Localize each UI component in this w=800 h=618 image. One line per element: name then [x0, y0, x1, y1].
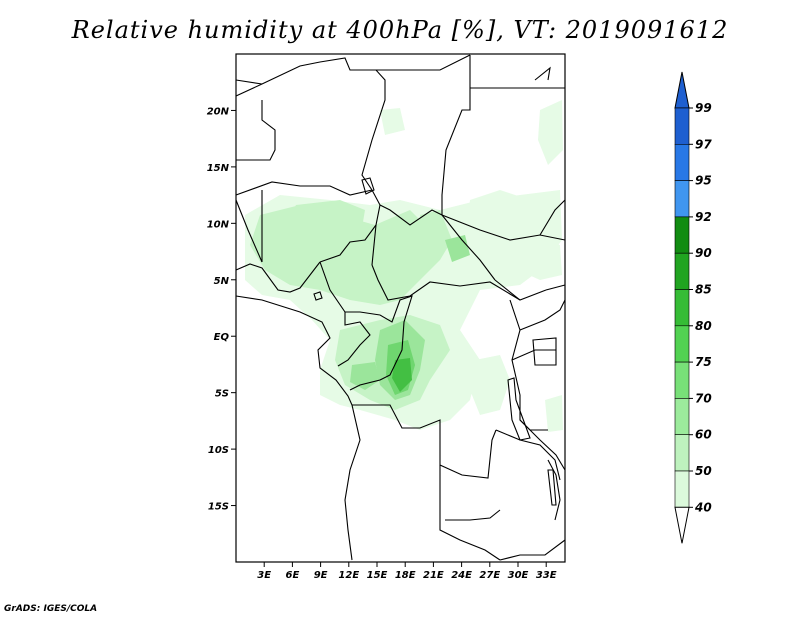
border-west-nigeria [235, 199, 263, 263]
border-red-sea [534, 66, 551, 81]
border-gabon-coast [235, 295, 353, 406]
colorbar-segment-97 [674, 144, 690, 181]
colorbar-label-75: 75 [695, 355, 712, 369]
border-lake-victoria [532, 337, 557, 366]
lat-label-5S: 5S [215, 389, 229, 400]
border-malawi [547, 459, 561, 521]
grads-credit: GrADS: IGES/COLA [4, 604, 98, 614]
border-egypt-sudan [441, 55, 496, 281]
colorbar-segment-90 [674, 252, 690, 290]
lat-label-15S: 15S [208, 502, 229, 513]
colorbar-segment-50 [674, 470, 690, 508]
colorbar-bottom-arrow [674, 506, 690, 544]
lon-label-24E: 24E [451, 570, 472, 581]
humidity-region-12 [380, 108, 405, 135]
border-bioko [313, 291, 323, 301]
colorbar-label-97: 97 [695, 137, 712, 151]
colorbar-label-70: 70 [695, 391, 712, 405]
border-cameroon-car [371, 224, 377, 266]
border-chad-sudan [319, 204, 381, 263]
border-lake-tanganyika [507, 377, 531, 441]
lon-label-3E: 3E [257, 570, 271, 581]
border-ss-drc [494, 279, 521, 301]
lon-label-9E: 9E [314, 570, 328, 581]
map-frame [235, 53, 566, 563]
humidity-region-5 [392, 358, 412, 392]
colorbar-label-60: 60 [695, 428, 712, 442]
colorbar-label-90: 90 [695, 246, 712, 260]
colorbar-segment-80 [674, 325, 690, 363]
lon-label-30E: 30E [508, 570, 529, 581]
border-mozambique [499, 539, 566, 561]
humidity-region-11 [545, 395, 563, 432]
border-cameroon [235, 261, 321, 293]
map-title: Relative humidity at 400hPa [%], VT: 201… [71, 16, 729, 44]
lat-label-5N: 5N [214, 276, 230, 287]
humidity-region-10 [470, 355, 510, 415]
border-uganda-kenya [519, 299, 566, 331]
colorbar-label-80: 80 [695, 319, 712, 333]
colorbar-top-arrow [674, 71, 690, 109]
colorbar-segment-75 [674, 361, 690, 399]
lat-label-EQ: EQ [214, 332, 230, 343]
colorbar-label-99: 99 [695, 101, 712, 115]
border-tanzania [519, 419, 566, 471]
humidity-region-7 [538, 100, 563, 165]
border-lake-chad [361, 177, 375, 195]
border-congo-drc [349, 295, 413, 391]
colorbar-segment-60 [674, 434, 690, 472]
lat-label-20N: 20N [207, 106, 230, 117]
border-ss-kenya [545, 284, 566, 291]
border-angola-drc [352, 404, 497, 479]
lon-label-6E: 6E [286, 570, 300, 581]
border-chad-niger [236, 100, 276, 161]
lon-label-12E: 12E [338, 570, 359, 581]
lon-label-33E: 33E [536, 570, 557, 581]
colorbar-label-85: 85 [695, 283, 712, 297]
colorbar-label-95: 95 [695, 174, 712, 188]
lon-label-18E: 18E [395, 570, 416, 581]
country-borders [235, 54, 566, 561]
border-uganda [511, 349, 556, 361]
colorbar-segment-99 [674, 107, 690, 145]
border-car-drc [371, 264, 547, 301]
humidity-field-layer [245, 100, 563, 432]
border-sudan-ss [441, 214, 566, 241]
colorbar-segment-85 [674, 289, 690, 327]
lat-axis: 20N 15N 10N 5N EQ 5S 10S 15S [207, 106, 236, 513]
border-angola-zambia [439, 465, 501, 561]
colorbar: 99 97 95 92 90 85 80 75 70 60 50 40 [674, 71, 712, 544]
lat-label-15N: 15N [207, 163, 230, 174]
border-lake-malawi [547, 469, 557, 506]
border-nigeria-north [235, 181, 373, 196]
border-zambia-drc [495, 429, 561, 481]
border-libya-chad [376, 54, 471, 71]
border-chad-car [379, 204, 443, 226]
colorbar-label-40: 40 [694, 500, 712, 514]
lon-label-15E: 15E [367, 570, 388, 581]
colorbar-label-50: 50 [695, 464, 712, 478]
border-gabon-congo [337, 312, 371, 367]
lat-label-10N: 10N [207, 219, 230, 230]
border-angola-coast [344, 404, 361, 561]
colorbar-segment-92 [674, 216, 690, 254]
border-algeria-niger [235, 79, 263, 85]
humidity-region-8 [468, 190, 545, 235]
colorbar-segment-70 [674, 398, 690, 435]
humidity-region-6 [350, 362, 380, 390]
lon-axis: 3E 6E 9E 12E 15E 18E 21E 24E 27E 30E 33E [257, 562, 557, 581]
humidity-region-9 [515, 240, 562, 280]
humidity-region-13 [285, 200, 365, 250]
colorbar-segment-95 [674, 180, 690, 218]
lon-label-27E: 27E [479, 570, 500, 581]
lat-label-10S: 10S [208, 445, 229, 456]
lon-label-21E: 21E [423, 570, 444, 581]
humidity-region-14 [420, 210, 452, 260]
border-ethiopia [539, 199, 566, 236]
border-zambia-south [445, 509, 501, 521]
colorbar-label-92: 92 [695, 210, 712, 224]
